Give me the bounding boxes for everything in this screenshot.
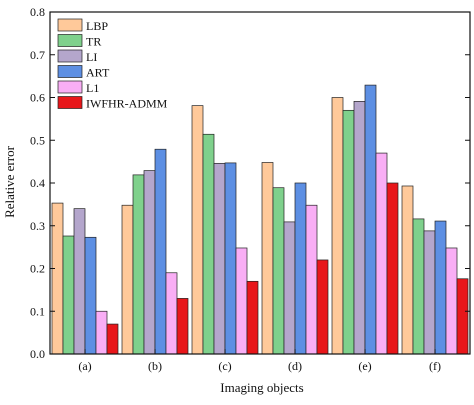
x-tick-label: (a) bbox=[78, 359, 91, 373]
bar-tr-1 bbox=[132, 174, 145, 355]
y-tick-label: 0.1 bbox=[30, 304, 45, 318]
y-tick-label: 0.7 bbox=[30, 48, 45, 62]
bar-lbp-5 bbox=[401, 185, 414, 355]
y-axis-title: Relative error bbox=[2, 145, 17, 217]
legend-label-li: LI bbox=[86, 50, 97, 64]
x-tick-label: (c) bbox=[218, 359, 231, 373]
y-tick-label: 0.8 bbox=[30, 5, 45, 19]
legend-swatch-li bbox=[57, 49, 83, 63]
bar-art-3 bbox=[294, 182, 307, 355]
x-tick-label: (e) bbox=[358, 359, 371, 373]
bar-lbp-1 bbox=[121, 204, 134, 355]
x-tick-label: (d) bbox=[288, 359, 302, 373]
legend-label-iwfhr-admm: IWFHR-ADMM bbox=[86, 97, 168, 111]
bar-iwfhr-admm-0 bbox=[106, 323, 119, 355]
legend-label-art: ART bbox=[86, 66, 110, 80]
bar-li-2 bbox=[213, 162, 226, 355]
bar-l1-0 bbox=[95, 310, 108, 355]
bar-iwfhr-admm-1 bbox=[176, 298, 189, 355]
bars-layer bbox=[51, 84, 469, 355]
bar-art-5 bbox=[434, 220, 447, 355]
bar-iwfhr-admm-5 bbox=[456, 278, 469, 355]
bar-lbp-2 bbox=[191, 105, 204, 355]
y-tick-label: 0.5 bbox=[30, 133, 45, 147]
bar-tr-3 bbox=[272, 187, 285, 355]
y-tick-label: 0.3 bbox=[30, 219, 45, 233]
x-axis-title: Imaging objects bbox=[220, 380, 303, 395]
bar-tr-4 bbox=[342, 109, 355, 355]
bar-iwfhr-admm-3 bbox=[316, 259, 329, 355]
legend-swatch-l1 bbox=[57, 80, 83, 94]
bar-tr-0 bbox=[62, 235, 75, 355]
legend-swatch-art bbox=[57, 65, 83, 78]
legend-label-tr: TR bbox=[86, 35, 101, 49]
bar-l1-1 bbox=[165, 272, 178, 355]
bar-li-1 bbox=[143, 170, 156, 355]
y-tick-label: 0.0 bbox=[30, 347, 45, 361]
bar-li-5 bbox=[423, 230, 436, 355]
y-tick-label: 0.2 bbox=[30, 262, 45, 276]
bar-l1-4 bbox=[375, 152, 388, 355]
legend-swatch-iwfhr-admm bbox=[57, 96, 83, 109]
legend-swatch-tr bbox=[57, 34, 83, 47]
bar-li-4 bbox=[353, 100, 366, 355]
bar-l1-2 bbox=[235, 247, 248, 355]
axes-layer: 0.0 0.1 0.2 0.3 0.4 0.5 0.6 0.7 0.8 (a) (b) (c) (d) (… bbox=[30, 5, 471, 373]
bar-l1-3 bbox=[305, 204, 318, 355]
bar-iwfhr-admm-2 bbox=[246, 280, 259, 355]
bar-art-2 bbox=[224, 162, 237, 355]
bar-tr-2 bbox=[202, 133, 215, 355]
legend-label-lbp: LBP bbox=[86, 19, 108, 33]
bar-li-0 bbox=[73, 208, 86, 355]
bar-l1-5 bbox=[445, 247, 458, 355]
bar-tr-5 bbox=[412, 218, 425, 355]
y-tick-label: 0.6 bbox=[30, 91, 45, 105]
bar-art-4 bbox=[364, 84, 377, 355]
y-tick-label: 0.4 bbox=[30, 176, 45, 190]
bar-art-0 bbox=[84, 236, 97, 355]
bar-lbp-4 bbox=[331, 97, 344, 355]
legend-label-l1: L1 bbox=[86, 81, 99, 95]
bar-art-1 bbox=[154, 148, 167, 355]
x-tick-label: (f) bbox=[429, 359, 441, 373]
x-tick-label: (b) bbox=[148, 359, 162, 373]
legend-swatch-lbp bbox=[57, 18, 83, 32]
bar-iwfhr-admm-4 bbox=[386, 182, 399, 355]
bar-li-3 bbox=[283, 221, 296, 355]
bar-lbp-3 bbox=[261, 162, 274, 355]
